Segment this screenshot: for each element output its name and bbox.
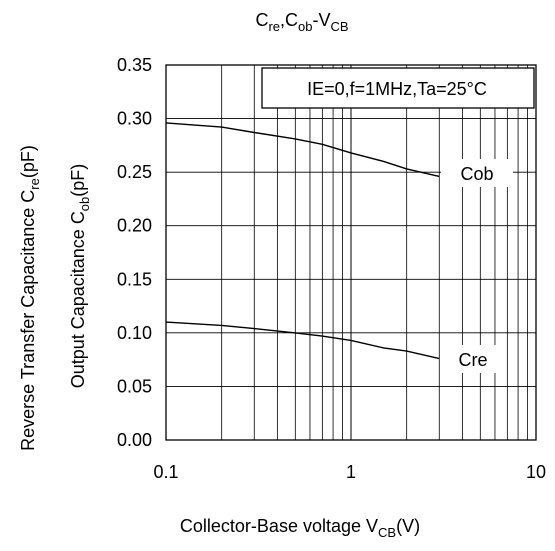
y-axis-label-inner: Output Capacitance Cob(pF) (68, 164, 92, 389)
y-tick-label: 0.25 (117, 162, 152, 182)
y-tick-label: 0.10 (117, 323, 152, 343)
y-tick-label: 0.00 (117, 430, 152, 450)
chart-title: Cre,Cob-VCB (255, 10, 348, 34)
series-lines (165, 122, 440, 360)
series-label-cre-text: Cre (458, 350, 487, 370)
y-tick-label: 0.15 (117, 269, 152, 289)
series-label-cob: Cob (441, 159, 513, 187)
y-tick-label: 0.05 (117, 376, 152, 396)
plot-area-frame (165, 64, 537, 441)
x-tick-label: 1 (346, 462, 356, 482)
series-label-cre: Cre (441, 345, 505, 373)
grid (166, 65, 536, 440)
y-axis-label-outer: Reverse Transfer Capacitance Cre(pF) (18, 145, 42, 451)
condition-box: IE=0,f=1MHz,Ta=25°C (261, 67, 535, 109)
x-tick-label: 0.1 (153, 462, 178, 482)
series-line-cre (165, 321, 440, 360)
y-tick-label: 0.35 (117, 55, 152, 75)
y-tick-label: 0.20 (117, 216, 152, 236)
x-axis-label: Collector-Base voltage VCB(V) (180, 516, 420, 540)
tick-labels: 0.00 0.05 0.10 0.15 0.20 0.25 0.30 0.35 0.1 1 10 (117, 55, 546, 482)
series-label-cob-text: Cob (460, 164, 493, 184)
series-line-cob (165, 122, 440, 178)
y-tick-label: 0.30 (117, 109, 152, 129)
condition-text: IE=0,f=1MHz,Ta=25°C (307, 79, 487, 99)
x-tick-label: 10 (526, 462, 546, 482)
